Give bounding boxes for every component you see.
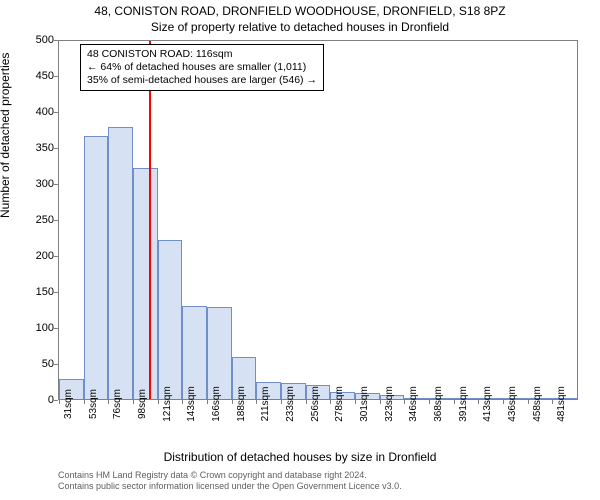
x-tick-mark <box>503 400 504 404</box>
x-tick-mark <box>355 400 356 404</box>
x-tick-label: 346sqm <box>408 386 419 422</box>
x-tick-label: 211sqm <box>260 387 271 422</box>
x-tick-mark <box>133 400 134 404</box>
x-tick-mark <box>454 400 455 404</box>
y-tick-label: 300 <box>36 178 54 190</box>
x-tick-mark <box>552 400 553 404</box>
histogram-bar <box>133 168 158 399</box>
x-tick-mark <box>429 400 430 404</box>
x-tick-mark <box>380 400 381 404</box>
x-tick-label: 458sqm <box>532 386 543 422</box>
x-tick-label: 301sqm <box>359 386 370 422</box>
x-tick-label: 98sqm <box>137 389 148 419</box>
x-tick-label: 436sqm <box>507 386 518 422</box>
x-tick-label: 31sqm <box>63 389 74 419</box>
chart-container: 48, CONISTON ROAD, DRONFIELD WOODHOUSE, … <box>0 0 600 500</box>
annotation-line-3: 35% of semi-detached houses are larger (… <box>87 74 317 87</box>
x-tick-mark <box>306 400 307 404</box>
x-tick-mark <box>404 400 405 404</box>
y-tick-mark <box>54 40 58 41</box>
x-tick-mark <box>256 400 257 404</box>
x-tick-mark <box>108 400 109 404</box>
y-tick-label: 200 <box>36 250 54 262</box>
chart-subtitle: Size of property relative to detached ho… <box>0 20 600 34</box>
x-tick-label: 368sqm <box>433 386 444 422</box>
x-tick-mark <box>84 400 85 404</box>
x-tick-mark <box>478 400 479 404</box>
histogram-bar <box>182 306 207 399</box>
histogram-bar <box>84 136 109 399</box>
x-tick-mark <box>182 400 183 404</box>
y-tick-mark <box>54 364 58 365</box>
x-tick-label: 143sqm <box>186 386 197 422</box>
y-tick-mark <box>54 328 58 329</box>
x-tick-label: 166sqm <box>211 386 222 422</box>
y-tick-label: 150 <box>36 286 54 298</box>
y-tick-mark <box>54 400 58 401</box>
plot-area <box>58 40 578 400</box>
y-tick-label: 500 <box>36 34 54 46</box>
footer-line-2: Contains public sector information licen… <box>58 481 402 492</box>
x-tick-mark <box>158 400 159 404</box>
y-tick-mark <box>54 76 58 77</box>
histogram-bar <box>158 240 183 399</box>
x-tick-mark <box>330 400 331 404</box>
annotation-line-2: ← 64% of detached houses are smaller (1,… <box>87 61 317 74</box>
x-axis-label: Distribution of detached houses by size … <box>0 450 600 464</box>
x-tick-label: 121sqm <box>162 386 173 422</box>
x-tick-label: 233sqm <box>285 386 296 422</box>
annotation-line-1: 48 CONISTON ROAD: 116sqm <box>87 48 317 61</box>
x-tick-mark <box>59 400 60 404</box>
x-tick-label: 323sqm <box>384 386 395 422</box>
x-tick-mark <box>528 400 529 404</box>
y-axis-label: Number of detached properties <box>0 53 12 218</box>
y-tick-label: 250 <box>36 214 54 226</box>
y-tick-mark <box>54 220 58 221</box>
histogram-bar <box>108 127 133 399</box>
x-tick-label: 188sqm <box>236 386 247 422</box>
x-tick-mark <box>281 400 282 404</box>
x-tick-label: 413sqm <box>482 386 493 422</box>
y-tick-mark <box>54 184 58 185</box>
x-tick-label: 391sqm <box>458 386 469 422</box>
y-tick-mark <box>54 148 58 149</box>
y-tick-label: 50 <box>42 358 54 370</box>
y-tick-mark <box>54 256 58 257</box>
y-tick-mark <box>54 112 58 113</box>
x-tick-label: 256sqm <box>310 386 321 422</box>
y-tick-label: 450 <box>36 70 54 82</box>
y-tick-label: 400 <box>36 106 54 118</box>
footer-line-1: Contains HM Land Registry data © Crown c… <box>58 470 402 481</box>
y-tick-mark <box>54 292 58 293</box>
footer-attribution: Contains HM Land Registry data © Crown c… <box>58 470 402 492</box>
y-tick-label: 100 <box>36 322 54 334</box>
x-tick-label: 481sqm <box>556 386 567 422</box>
x-tick-label: 53sqm <box>88 389 99 419</box>
x-tick-label: 76sqm <box>112 389 123 419</box>
reference-line <box>149 41 151 399</box>
x-tick-mark <box>207 400 208 404</box>
chart-address-title: 48, CONISTON ROAD, DRONFIELD WOODHOUSE, … <box>0 4 600 18</box>
y-tick-label: 350 <box>36 142 54 154</box>
x-tick-mark <box>232 400 233 404</box>
x-tick-label: 278sqm <box>334 386 345 422</box>
annotation-box: 48 CONISTON ROAD: 116sqm ← 64% of detach… <box>80 44 324 91</box>
